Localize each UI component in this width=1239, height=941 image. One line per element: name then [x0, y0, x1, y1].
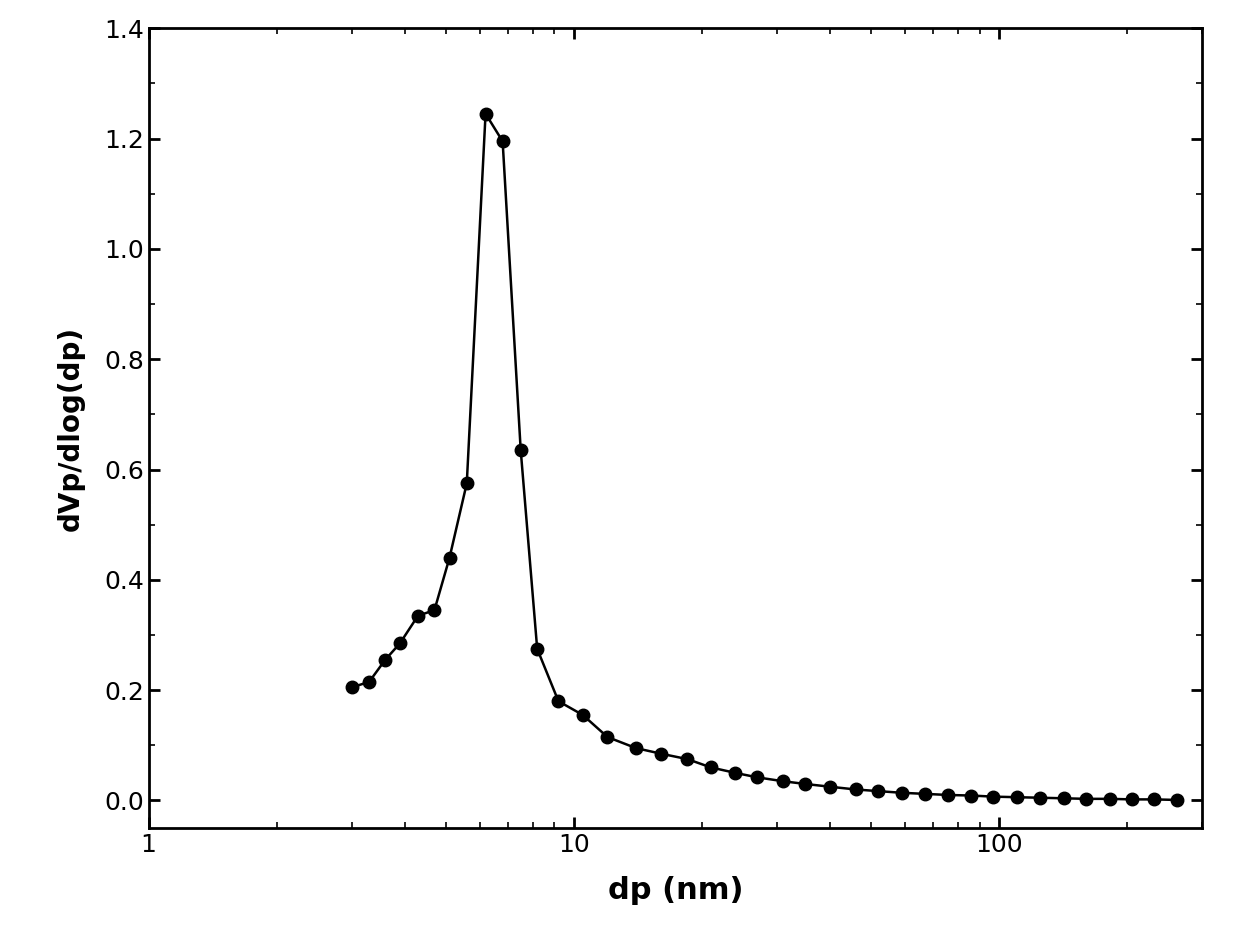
X-axis label: dp (nm): dp (nm): [607, 876, 743, 905]
Y-axis label: dVp/dlog(dp): dVp/dlog(dp): [57, 326, 84, 531]
